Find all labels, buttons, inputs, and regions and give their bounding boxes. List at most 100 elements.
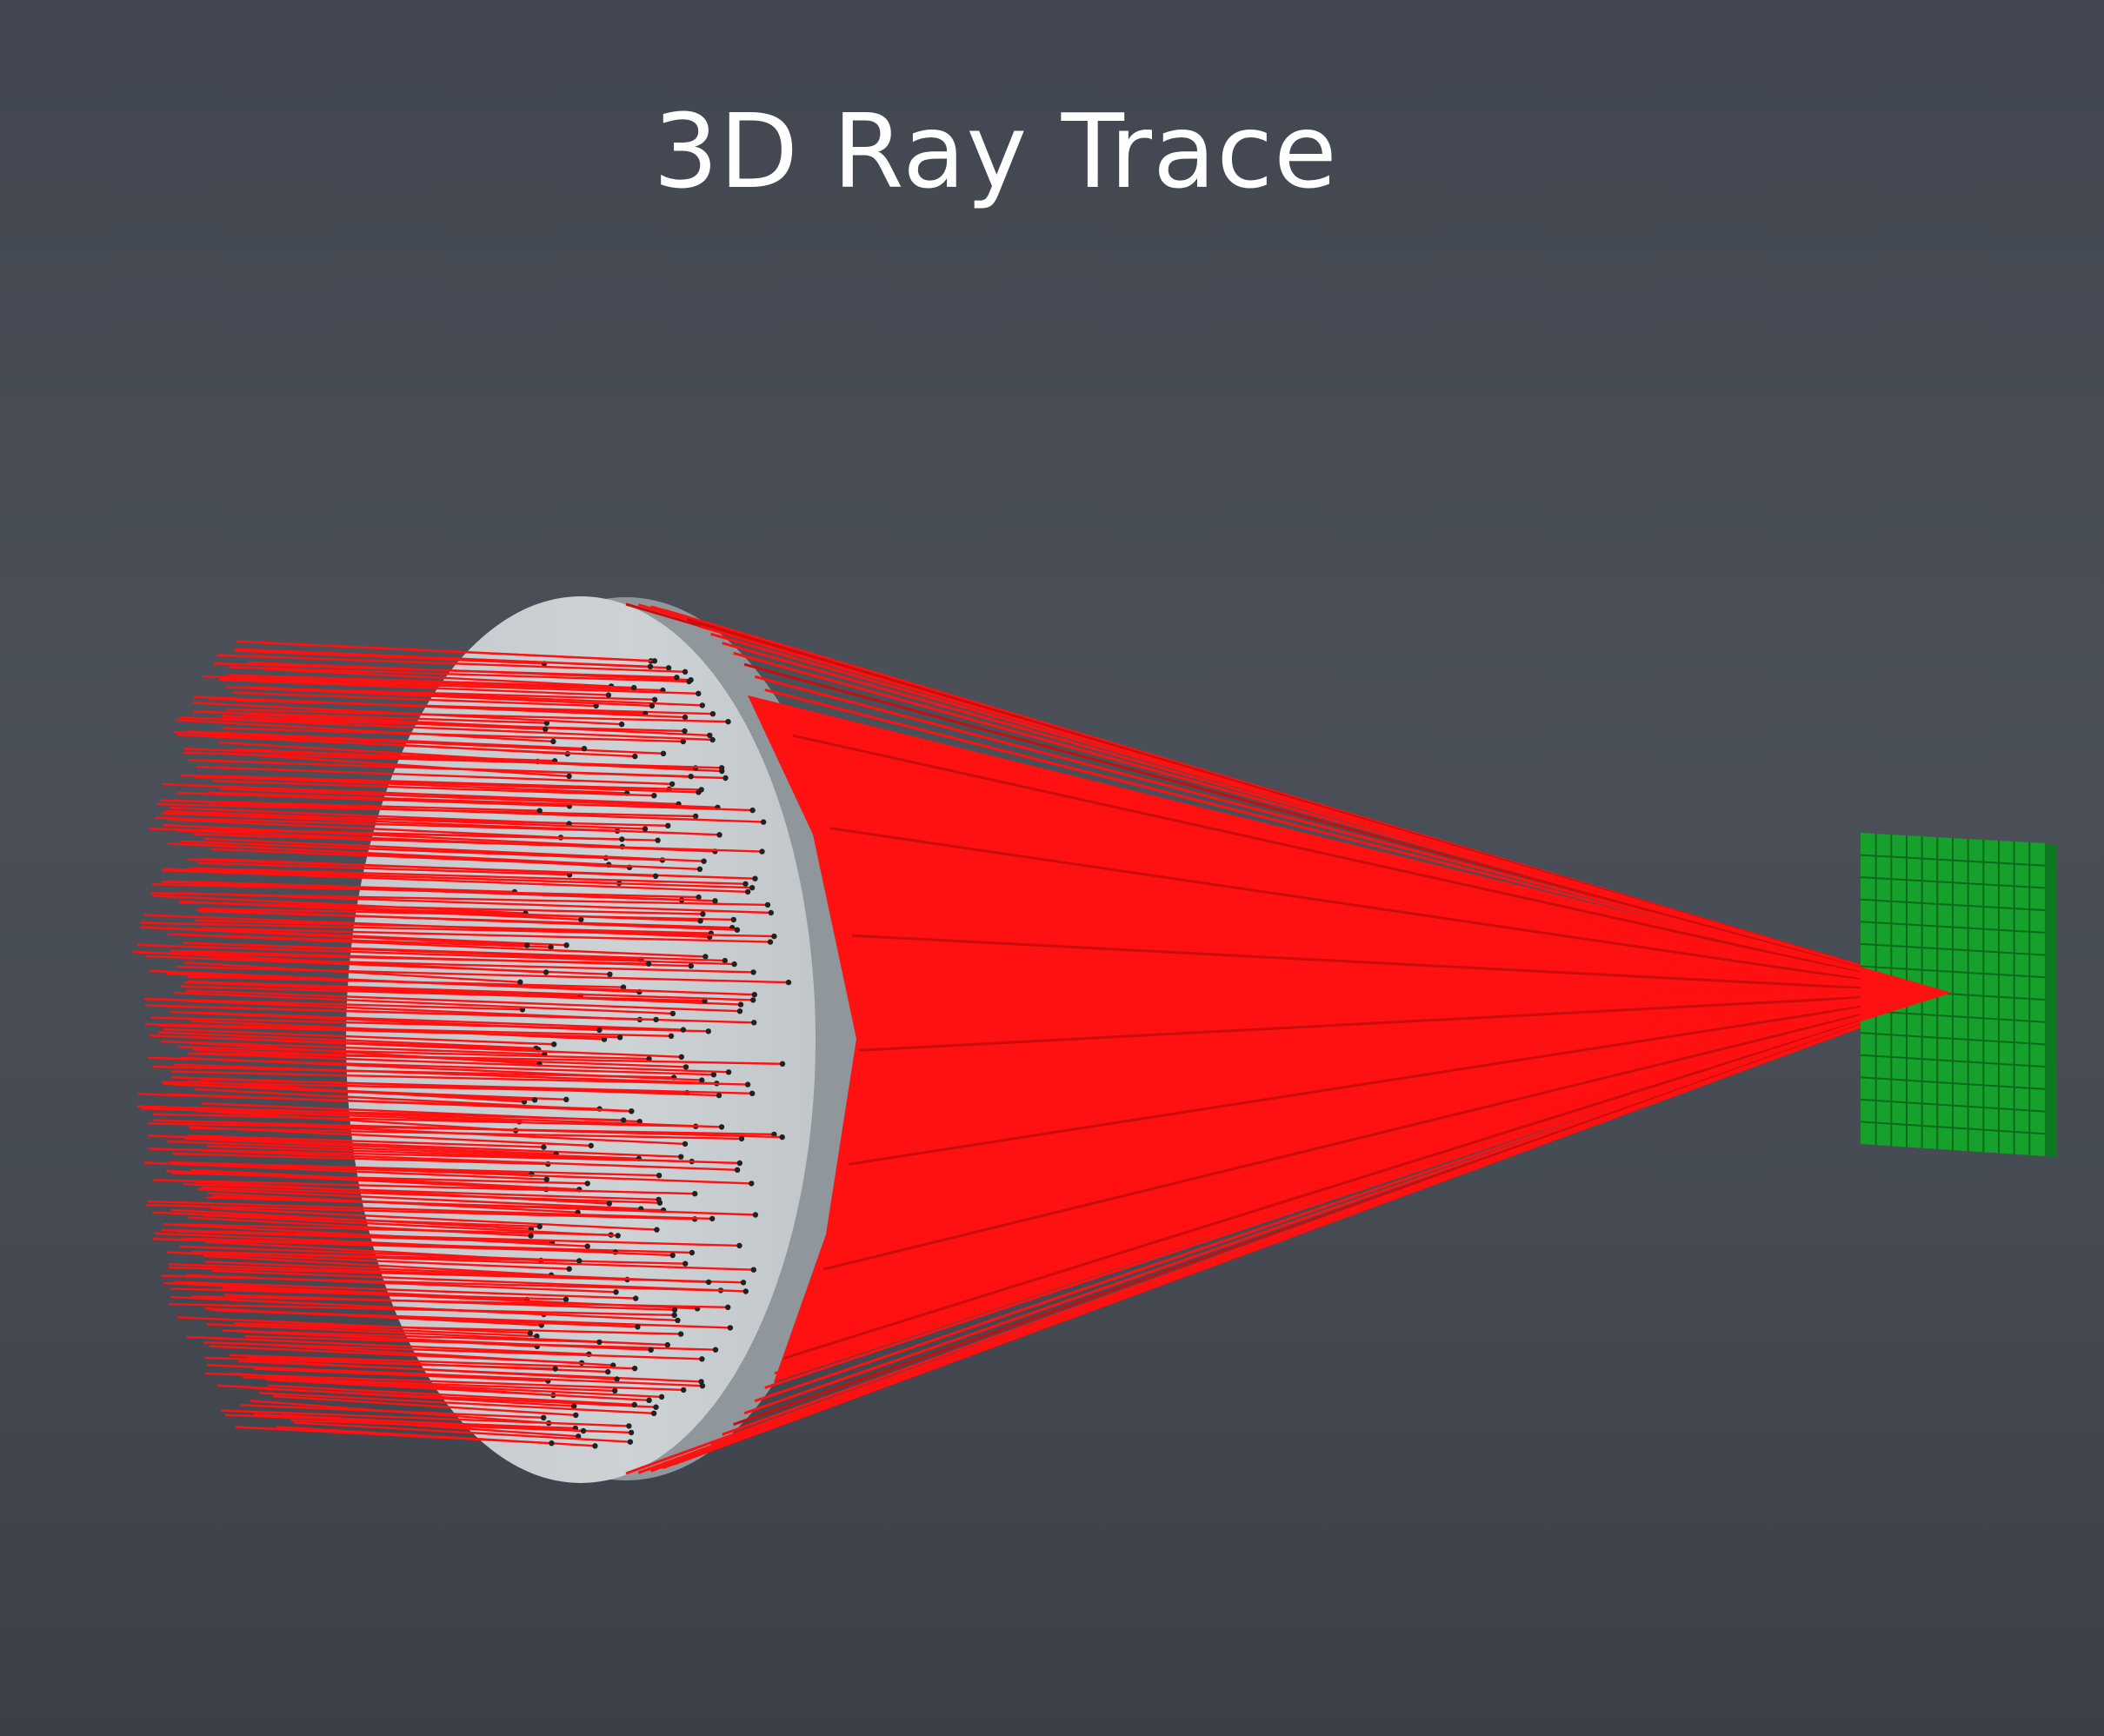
ray-intersection-point xyxy=(536,1223,543,1230)
ray-intersection-point xyxy=(668,1033,675,1040)
incoming-ray xyxy=(143,1161,547,1181)
focused-ray xyxy=(783,991,1953,1360)
ray-intersection-point xyxy=(718,1124,725,1130)
incoming-ray xyxy=(220,788,718,808)
ray-intersection-point xyxy=(631,1366,638,1372)
ray-intersection-point xyxy=(629,1108,635,1114)
ray-intersection-point xyxy=(635,1324,641,1330)
focused-ray xyxy=(792,991,1953,1344)
focused-ray xyxy=(849,912,1953,994)
incoming-ray xyxy=(250,1400,549,1425)
focused-ray xyxy=(625,991,1953,1475)
ray-intersection-point xyxy=(696,789,702,795)
detector-edge xyxy=(2043,843,2056,1158)
incoming-ray xyxy=(188,1216,531,1237)
ray-intersection-point xyxy=(716,1092,722,1099)
ray-intersection-point xyxy=(705,1028,711,1034)
ray-intersection-point xyxy=(709,1215,716,1222)
incoming-ray xyxy=(191,1295,729,1308)
ray-intersection-point xyxy=(734,1167,741,1174)
ray-intersection-point xyxy=(528,1233,534,1239)
detector-grid-line xyxy=(1860,1076,2046,1090)
ray-intersection-point xyxy=(592,1443,598,1449)
incoming-ray xyxy=(199,1052,783,1065)
incoming-ray xyxy=(253,1367,549,1382)
focused-ray xyxy=(809,768,1953,994)
incoming-ray xyxy=(210,1207,657,1231)
incoming-ray xyxy=(183,961,521,983)
focused-ray xyxy=(754,991,1953,1403)
focused-ray xyxy=(809,991,1953,1309)
incoming-ray xyxy=(294,1421,630,1443)
ray-intersection-point xyxy=(541,1144,547,1150)
focused-ray xyxy=(792,734,1953,994)
incoming-ray xyxy=(177,1046,649,1061)
incoming-ray xyxy=(189,867,746,885)
incoming-ray xyxy=(203,1214,618,1237)
ray-intersection-point xyxy=(779,1134,785,1141)
incoming-ray xyxy=(195,1087,632,1113)
incoming-ray xyxy=(137,951,649,965)
incoming-ray xyxy=(180,1056,702,1081)
ray-intersection-point xyxy=(682,728,688,735)
incoming-ray xyxy=(216,1309,638,1328)
ray-intersection-point xyxy=(722,957,728,964)
incoming-ray xyxy=(243,1322,537,1338)
ray-intersection-point xyxy=(750,997,756,1003)
ray-intersection-point xyxy=(517,979,523,986)
ray-intersection-point xyxy=(696,866,703,872)
ray-intersection-point xyxy=(626,1423,632,1429)
focused-ray xyxy=(856,980,1953,994)
incoming-ray xyxy=(263,668,612,688)
incoming-ray xyxy=(211,780,655,797)
incoming-ray xyxy=(150,1016,709,1033)
incoming-ray xyxy=(170,1010,600,1032)
incoming-ray xyxy=(189,1126,591,1147)
ray-intersection-point xyxy=(613,1289,619,1295)
ray-intersection-point xyxy=(767,939,774,945)
ray-intersection-point xyxy=(548,944,554,950)
ray-intersection-point xyxy=(696,690,702,696)
ray-intersection-point xyxy=(628,1429,635,1436)
focused-ray xyxy=(733,651,1953,994)
ray-intersection-point xyxy=(688,774,694,780)
ray-intersection-point xyxy=(596,1339,603,1346)
incoming-ray xyxy=(166,1251,569,1270)
ray-intersection-point xyxy=(669,781,676,788)
ray-intersection-point xyxy=(734,927,741,933)
incoming-ray xyxy=(170,807,569,825)
ray-intersection-point xyxy=(680,738,686,745)
focused-ray xyxy=(774,991,1953,1375)
detector-grid-line xyxy=(1860,921,2046,934)
focused-ray xyxy=(856,991,1953,1098)
ray-intersection-point xyxy=(543,969,549,975)
ray-intersection-point xyxy=(686,678,692,685)
incoming-ray xyxy=(173,731,664,755)
ray-intersection-point xyxy=(678,1154,684,1160)
ray-intersection-point xyxy=(716,832,722,838)
incoming-ray xyxy=(165,1169,547,1191)
incoming-ray xyxy=(183,1183,659,1201)
ray-intersection-point xyxy=(730,916,736,923)
ray-intersection-point xyxy=(669,1252,676,1259)
detector-grid-line xyxy=(1860,965,2046,979)
detector-grid-line xyxy=(1860,1054,2046,1068)
incoming-ray xyxy=(196,908,737,931)
ray-intersection-point xyxy=(696,894,702,901)
ray-intersection-point xyxy=(607,971,613,978)
ray-intersection-point xyxy=(563,1296,569,1302)
ray-intersection-point xyxy=(543,1176,549,1182)
incoming-ray xyxy=(201,717,713,742)
focused-ray xyxy=(852,934,1953,994)
focused-ray xyxy=(822,807,1953,994)
ray-intersection-point xyxy=(615,1233,621,1239)
ray-intersection-point xyxy=(605,1368,611,1375)
incoming-ray xyxy=(143,997,523,1011)
ray-intersection-point xyxy=(653,1404,659,1410)
incoming-ray xyxy=(161,868,749,894)
focused-ray-cone-fill xyxy=(748,695,1952,1382)
incoming-ray xyxy=(180,985,705,1002)
focal-point-rays xyxy=(1861,967,1952,1021)
incoming-ray xyxy=(163,823,623,848)
